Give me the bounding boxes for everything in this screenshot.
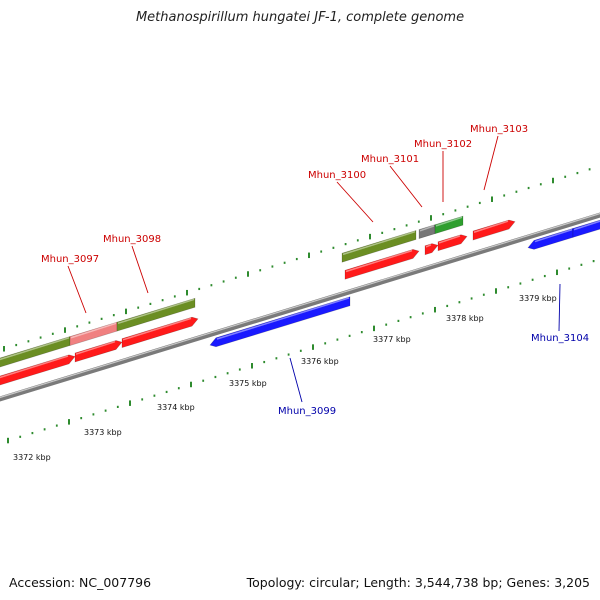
gene-box-gray-shine	[419, 225, 435, 232]
gene-label-mhun_3101[interactable]: Mhun_3101	[361, 154, 419, 165]
gene-arrow-red	[0, 354, 76, 386]
gene-box-olive-shine	[117, 298, 195, 325]
gene-arrow-red	[424, 243, 439, 256]
gene-label-leader	[289, 357, 303, 403]
gene-arrow-blue	[572, 219, 600, 238]
kbp-label: 3374 kbp	[157, 403, 195, 412]
gene-label-leader	[558, 283, 561, 332]
gene-labels: Mhun_3097 Mhun_3098 Mhun_3099 Mhun_3100 Mhun…	[41, 124, 589, 417]
kbp-label: 3372 kbp	[13, 453, 51, 462]
tick-track-upper	[3, 168, 591, 352]
topology-text: Topology: circular; Length: 3,544,738 bp…	[246, 575, 590, 590]
genome-backbone-highlight	[0, 212, 600, 399]
kbp-labels: 3372 kbp 3373 kbp 3374 kbp 3375 kbp 3376 kbp…	[13, 294, 557, 462]
gene-label-mhun_3098[interactable]: Mhun_3098	[103, 234, 161, 245]
gene-arrow-red-shine	[438, 235, 461, 244]
gene-label-mhun_3102[interactable]: Mhun_3102	[414, 139, 472, 150]
genome-backbone	[0, 212, 600, 402]
gene-box-olive-shine	[0, 337, 70, 361]
gene-arrow-red-shine	[473, 220, 509, 233]
gene-label-leader	[389, 165, 423, 208]
gene-row-forward-top	[0, 215, 464, 368]
gene-arrow-red-shine	[345, 249, 413, 273]
tick-track-lower	[7, 259, 595, 444]
gene-label-mhun_3104[interactable]: Mhun_3104	[531, 333, 589, 344]
gene-arrow-red	[472, 219, 516, 241]
kbp-label: 3375 kbp	[229, 379, 267, 388]
gene-label-leader	[336, 181, 374, 223]
gene-arrow-blue	[527, 227, 574, 250]
kbp-label: 3376 kbp	[301, 357, 339, 366]
gene-arrow-red-shine	[425, 244, 432, 248]
gene-box-green-shine	[435, 216, 463, 227]
gene-arrow-blue-shine	[573, 220, 600, 231]
kbp-label: 3373 kbp	[84, 428, 122, 437]
gene-arrow-blue-shine	[534, 228, 573, 243]
kbp-label: 3377 kbp	[373, 335, 411, 344]
gene-box-olive-shine	[342, 231, 416, 256]
gene-arrow-red	[344, 249, 420, 280]
gene-box-olive	[341, 230, 417, 263]
gene-box-green	[434, 215, 464, 235]
gene-label-mhun_3103[interactable]: Mhun_3103	[470, 124, 528, 135]
gene-label-mhun_3099[interactable]: Mhun_3099	[278, 406, 336, 417]
gene-arrow-red-shine	[0, 355, 69, 379]
gene-arrow-red	[121, 316, 199, 349]
gene-label-mhun_3097[interactable]: Mhun_3097	[41, 254, 99, 265]
gene-arrow-red	[74, 340, 123, 363]
gene-arrow-red	[437, 234, 468, 252]
gene-box-olive	[116, 297, 196, 332]
gene-label-mhun_3100[interactable]: Mhun_3100	[308, 170, 366, 181]
gene-arrow-red-shine	[75, 340, 116, 355]
gene-label-leader	[131, 245, 149, 294]
gene-row-reverse	[209, 219, 600, 348]
gene-arrow-blue	[209, 296, 351, 348]
gene-row-forward	[0, 219, 516, 386]
accession-text: Accession: NC_007796	[9, 575, 152, 590]
kbp-label: 3378 kbp	[446, 314, 484, 323]
gene-box-pink-shine	[70, 322, 117, 339]
gene-label-leader	[483, 135, 499, 191]
kbp-label: 3379 kbp	[519, 294, 557, 303]
gene-label-leader	[67, 265, 87, 314]
gene-arrow-blue-shine	[216, 297, 350, 340]
gene-arrow-red-shine	[122, 317, 192, 341]
genome-title: Methanospirillum hungatei JF-1, complete…	[135, 10, 465, 25]
